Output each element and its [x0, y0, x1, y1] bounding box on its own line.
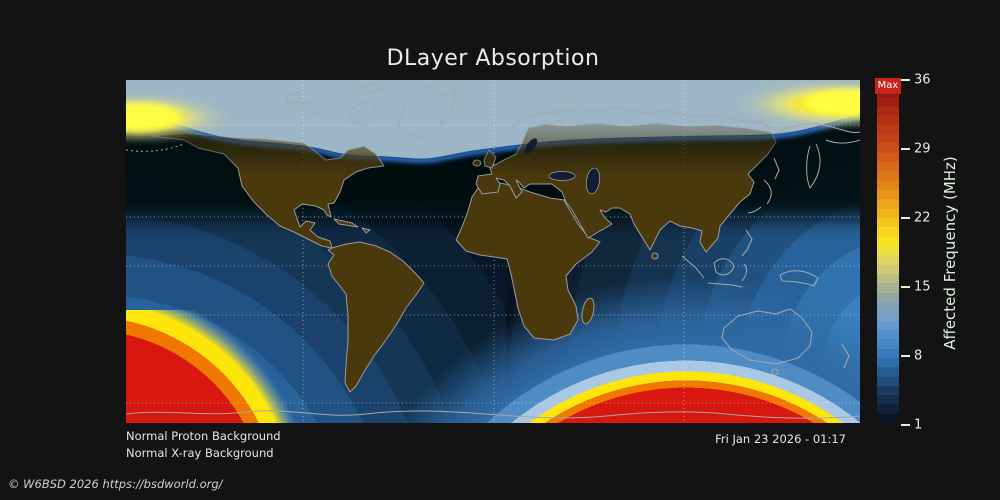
north-america	[151, 132, 385, 249]
colorbar-step	[877, 385, 899, 396]
world-absorption-map	[126, 80, 860, 423]
colorbar-tick-mark	[901, 79, 910, 81]
colorbar-step	[877, 236, 899, 246]
colorbar-step	[877, 227, 899, 237]
colorbar-step	[877, 189, 899, 200]
colorbar-step	[877, 180, 899, 190]
greenland-outline	[397, 83, 457, 139]
map-canvas	[126, 80, 860, 423]
colorbar-step	[877, 395, 899, 405]
colorbar-step	[877, 413, 899, 424]
page-title: DLayer Absorption	[386, 46, 600, 71]
colorbar-step	[877, 264, 899, 274]
colorbar-step	[877, 357, 899, 368]
colorbar-step	[877, 404, 899, 414]
colorbar-tick-mark	[901, 148, 910, 150]
colorbar-step	[877, 273, 899, 284]
sri-lanka	[651, 252, 659, 260]
colorbar-step	[877, 124, 899, 134]
xray-status: Normal X-ray Background	[126, 446, 274, 460]
colorbar-step	[877, 115, 899, 125]
colorbar-tick-label: 1	[914, 417, 923, 433]
colorbar-step	[877, 217, 899, 228]
colorbar-step	[877, 367, 899, 377]
ireland	[472, 159, 482, 167]
australia-outline	[721, 308, 813, 365]
colorbar-step	[877, 348, 899, 358]
philippines-outline	[741, 229, 753, 257]
lit-polar-band	[126, 80, 860, 159]
new-guinea-outline	[779, 270, 819, 287]
colorbar-step	[877, 208, 899, 218]
colorbar-tick-mark	[901, 217, 910, 219]
colorbar-step	[877, 255, 899, 265]
uk	[483, 149, 497, 169]
inland-seas	[524, 138, 601, 195]
colorbar-tick-mark	[901, 286, 910, 288]
colorbar-step	[877, 292, 899, 302]
colorbar-step	[877, 152, 899, 162]
japan-outline	[747, 179, 772, 214]
colorbar-tick-label: 15	[914, 279, 931, 295]
iceland-outline	[439, 93, 461, 105]
colorbar-step	[877, 320, 899, 330]
colorbar-tick-label: 29	[914, 141, 931, 157]
eurasia	[475, 122, 777, 253]
cuba	[333, 218, 359, 228]
continents	[151, 122, 777, 393]
colorbar-step	[877, 143, 899, 153]
twilight-coastlines	[126, 179, 860, 419]
daylight-red-corner	[126, 310, 486, 423]
background-status: Normal Proton Background Normal X-ray Ba…	[126, 428, 281, 462]
colorbar	[877, 78, 899, 424]
new-zealand-outline	[841, 343, 850, 369]
colorbar-tick-mark	[901, 424, 910, 426]
colorbar-step	[877, 301, 899, 312]
colorbar-axis-label: Affected Frequency (MHz)	[941, 156, 959, 350]
colorbar-max-badge: Max	[875, 78, 901, 94]
colorbar-step	[877, 199, 899, 209]
colorbar-step	[877, 311, 899, 321]
south-america	[327, 241, 425, 393]
antarctica-coast	[126, 410, 860, 419]
colorbar-step	[877, 245, 899, 256]
colorbar-step	[877, 105, 899, 116]
borneo-outline	[713, 258, 735, 276]
colorbar-tick-mark	[901, 355, 910, 357]
proton-status: Normal Proton Background	[126, 429, 281, 443]
colorbar-step	[877, 376, 899, 386]
aurora-core-east	[804, 89, 860, 115]
colorbar-step	[877, 171, 899, 181]
map-timestamp: Fri Jan 23 2026 - 01:17	[715, 432, 846, 446]
colorbar-tick-label: 22	[914, 210, 931, 226]
colorbar-step	[877, 161, 899, 172]
colorbar-step	[877, 133, 899, 144]
colorbar-step	[877, 329, 899, 340]
tasmania-outline	[771, 368, 779, 376]
colorbar-step	[877, 283, 899, 293]
copyright-notice: © W6BSD 2026 https://bsdworld.org/	[8, 477, 223, 491]
africa	[455, 181, 601, 341]
aurora-core-west	[126, 103, 181, 131]
colorbar-step	[877, 96, 899, 106]
polar-coastlines	[126, 81, 860, 189]
colorbar-tick-label: 8	[914, 348, 923, 364]
siberia-coast-outline	[549, 107, 775, 131]
colorbar-tick-label: 36	[914, 72, 931, 88]
kamchatka-outline	[806, 143, 821, 189]
colorbar-step	[877, 339, 899, 349]
madagascar	[581, 297, 595, 325]
